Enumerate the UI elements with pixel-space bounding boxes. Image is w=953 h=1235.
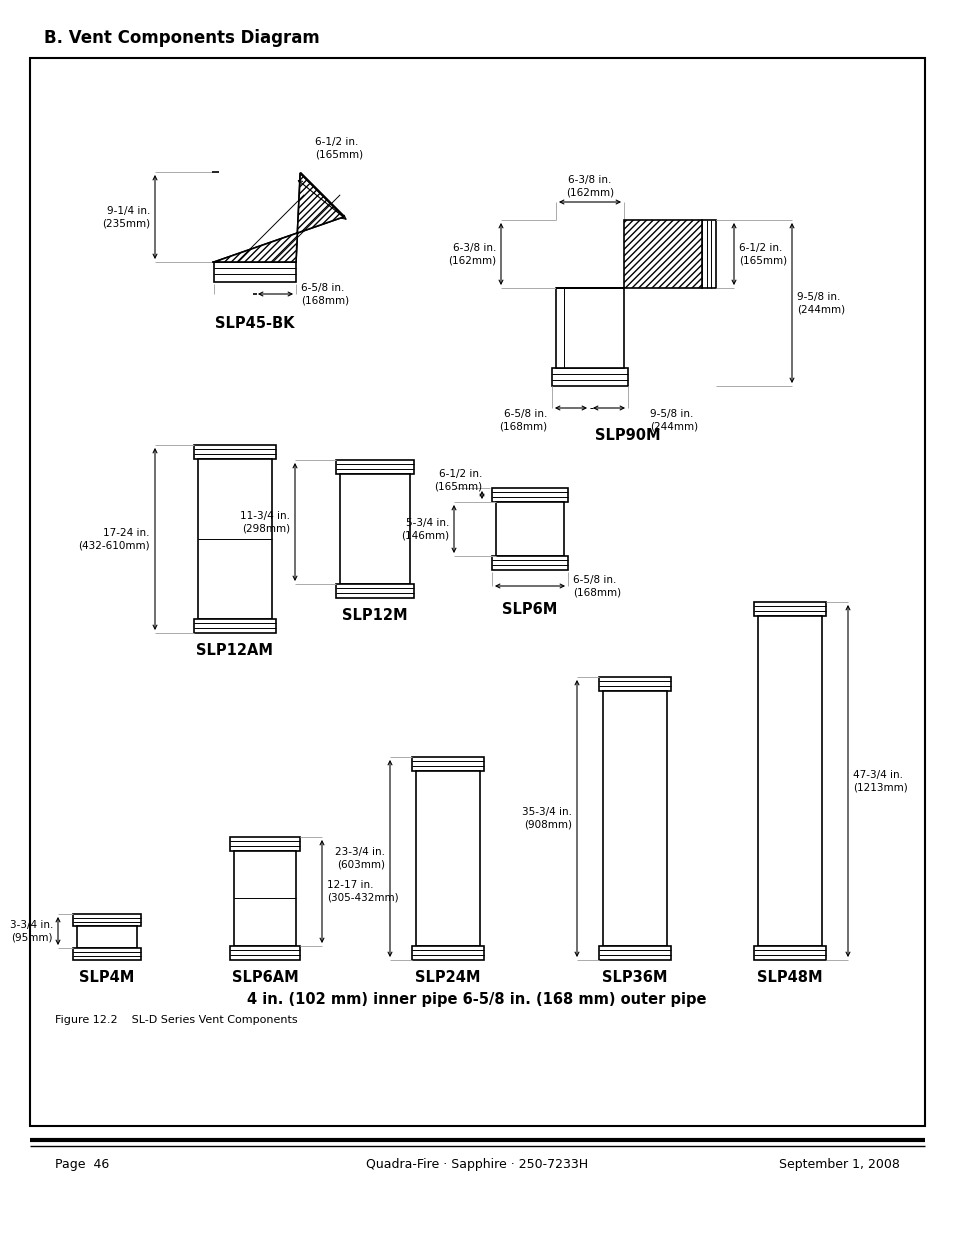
Bar xyxy=(335,459,414,474)
Text: Page  46: Page 46 xyxy=(55,1158,110,1172)
Text: SLP12AM: SLP12AM xyxy=(196,643,274,658)
Text: Quadra-Fire · Sapphire · 250-7233H: Quadra-Fire · Sapphire · 250-7233H xyxy=(366,1158,587,1172)
Bar xyxy=(412,757,483,771)
Text: SLP45-BK: SLP45-BK xyxy=(215,316,294,331)
Text: 6-1/2 in.
(165mm): 6-1/2 in. (165mm) xyxy=(739,243,786,266)
Bar xyxy=(758,616,821,946)
Bar xyxy=(335,584,414,598)
Text: SLP48M: SLP48M xyxy=(757,971,821,986)
Bar xyxy=(230,837,299,851)
Text: SLP12M: SLP12M xyxy=(342,609,407,624)
Bar xyxy=(412,946,483,960)
Polygon shape xyxy=(213,173,344,262)
Text: 6-1/2 in.
(165mm): 6-1/2 in. (165mm) xyxy=(434,469,481,492)
Text: SLP90M: SLP90M xyxy=(595,429,659,443)
Text: SLP4M: SLP4M xyxy=(79,971,134,986)
Text: 6-3/8 in.
(162mm): 6-3/8 in. (162mm) xyxy=(565,175,614,198)
Text: SLP6M: SLP6M xyxy=(502,603,558,618)
Bar xyxy=(198,459,272,619)
Bar xyxy=(73,914,141,926)
Text: 4 in. (102 mm) inner pipe 6-5/8 in. (168 mm) outer pipe: 4 in. (102 mm) inner pipe 6-5/8 in. (168… xyxy=(247,993,706,1008)
Bar xyxy=(77,926,137,948)
Text: B. Vent Components Diagram: B. Vent Components Diagram xyxy=(44,28,319,47)
Text: 9-5/8 in.
(244mm): 9-5/8 in. (244mm) xyxy=(796,291,844,314)
Bar xyxy=(339,474,410,584)
Text: 6-5/8 in.
(168mm): 6-5/8 in. (168mm) xyxy=(573,574,620,598)
Text: 47-3/4 in.
(1213mm): 47-3/4 in. (1213mm) xyxy=(852,769,907,792)
Bar xyxy=(556,288,623,368)
Bar xyxy=(492,488,567,501)
Text: 3-3/4 in.
(95mm): 3-3/4 in. (95mm) xyxy=(10,920,53,942)
Bar xyxy=(492,556,567,571)
Text: 11-3/4 in.
(298mm): 11-3/4 in. (298mm) xyxy=(240,511,290,534)
Bar xyxy=(496,501,563,556)
Text: September 1, 2008: September 1, 2008 xyxy=(779,1158,899,1172)
Bar xyxy=(73,948,141,960)
Text: Figure 12.2    SL-D Series Vent Components: Figure 12.2 SL-D Series Vent Components xyxy=(55,1015,297,1025)
Bar xyxy=(416,771,479,946)
Bar xyxy=(598,677,670,692)
Bar xyxy=(552,368,627,387)
Bar xyxy=(230,946,299,960)
Bar xyxy=(193,445,275,459)
Bar xyxy=(753,601,825,616)
Bar xyxy=(701,220,716,288)
Text: 5-3/4 in.
(146mm): 5-3/4 in. (146mm) xyxy=(400,517,449,540)
Text: SLP24M: SLP24M xyxy=(415,971,480,986)
Bar xyxy=(602,692,666,946)
Bar xyxy=(213,262,295,282)
Bar xyxy=(233,851,295,946)
Bar xyxy=(598,946,670,960)
Text: 12-17 in.
(305-432mm): 12-17 in. (305-432mm) xyxy=(327,881,398,903)
Polygon shape xyxy=(213,173,344,262)
Text: SLP6AM: SLP6AM xyxy=(232,971,298,986)
Text: 9-1/4 in.
(235mm): 9-1/4 in. (235mm) xyxy=(102,206,150,228)
Bar xyxy=(30,58,924,1126)
Bar xyxy=(193,619,275,634)
Text: 6-5/8 in.
(168mm): 6-5/8 in. (168mm) xyxy=(301,283,349,305)
Text: 17-24 in.
(432-610mm): 17-24 in. (432-610mm) xyxy=(78,527,150,551)
Bar xyxy=(753,946,825,960)
Text: SLP36M: SLP36M xyxy=(601,971,667,986)
Text: 9-5/8 in.
(244mm): 9-5/8 in. (244mm) xyxy=(649,409,698,431)
Text: 6-3/8 in.
(162mm): 6-3/8 in. (162mm) xyxy=(447,243,496,266)
Text: 6-5/8 in.
(168mm): 6-5/8 in. (168mm) xyxy=(498,409,546,431)
Text: 23-3/4 in.
(603mm): 23-3/4 in. (603mm) xyxy=(335,847,385,869)
Text: 6-1/2 in.
(165mm): 6-1/2 in. (165mm) xyxy=(314,137,363,159)
Polygon shape xyxy=(556,220,701,288)
Text: 35-3/4 in.
(908mm): 35-3/4 in. (908mm) xyxy=(521,808,572,830)
